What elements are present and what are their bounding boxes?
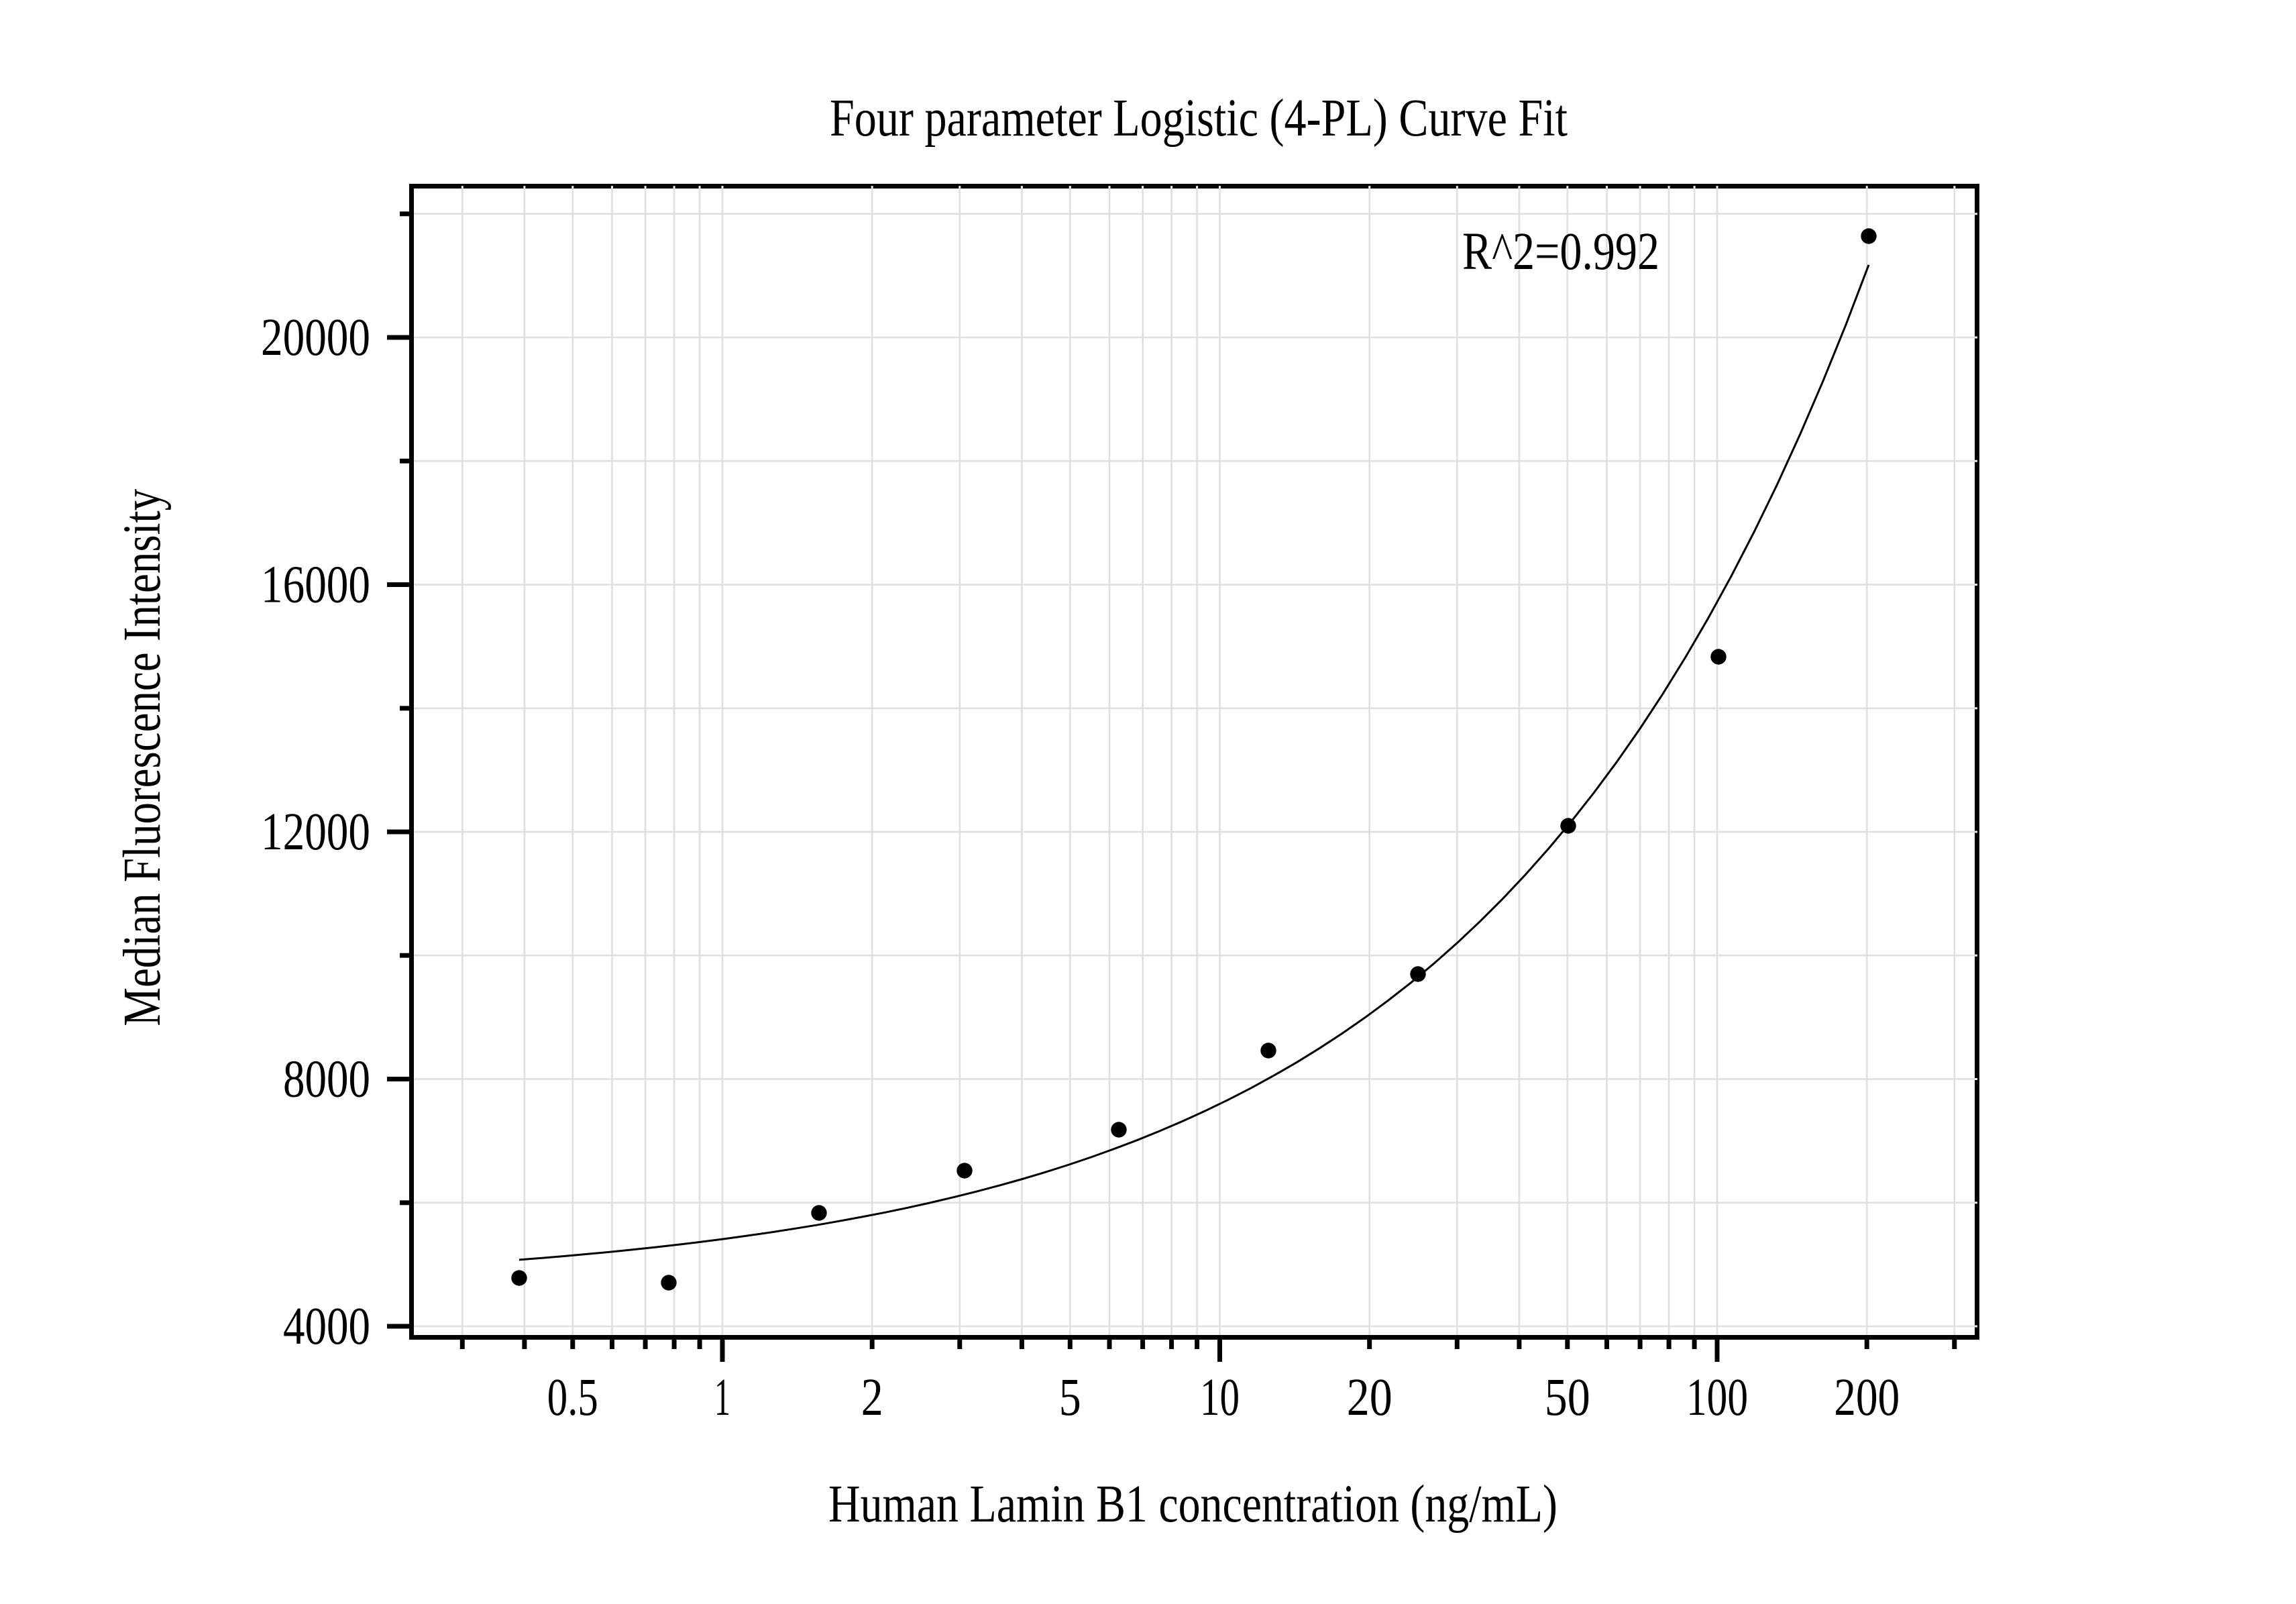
svg-text:200: 200 xyxy=(1834,1369,1900,1427)
svg-text:1: 1 xyxy=(714,1369,730,1427)
svg-text:0.5: 0.5 xyxy=(547,1369,598,1427)
svg-text:4000: 4000 xyxy=(283,1297,370,1356)
svg-text:R^2=0.992: R^2=0.992 xyxy=(1462,223,1659,281)
svg-text:Human Lamin B1 concentration (: Human Lamin B1 concentration (ng/mL) xyxy=(828,1475,1557,1534)
svg-text:Median Fluorescence Intensity: Median Fluorescence Intensity xyxy=(113,488,172,1026)
svg-text:2: 2 xyxy=(861,1369,883,1427)
svg-text:50: 50 xyxy=(1545,1369,1590,1427)
svg-text:100: 100 xyxy=(1686,1369,1748,1427)
svg-text:20000: 20000 xyxy=(261,309,370,367)
svg-text:5: 5 xyxy=(1059,1369,1081,1427)
svg-text:16000: 16000 xyxy=(261,556,370,614)
svg-text:Four parameter Logistic (4-PL): Four parameter Logistic (4-PL) Curve Fit xyxy=(830,89,1568,148)
svg-text:20: 20 xyxy=(1347,1369,1392,1427)
svg-text:10: 10 xyxy=(1200,1369,1240,1427)
svg-text:8000: 8000 xyxy=(283,1051,370,1109)
svg-text:12000: 12000 xyxy=(261,803,370,861)
